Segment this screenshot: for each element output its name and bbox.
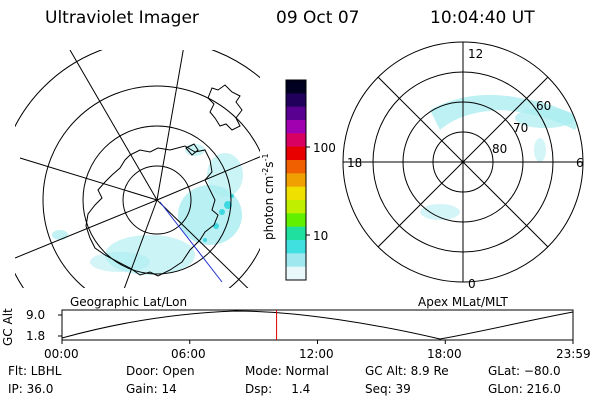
colorbar-unit-s: s bbox=[262, 161, 276, 168]
island-coastline bbox=[185, 143, 199, 156]
colorbar-unit-text: photon cm bbox=[262, 175, 276, 240]
mlat-label-60: 60 bbox=[536, 99, 552, 113]
colorbar-segment bbox=[286, 146, 306, 161]
south-america-coastline bbox=[207, 84, 243, 131]
dsp-info: Dsp: 1.4 bbox=[245, 382, 311, 396]
colorbar-segment bbox=[286, 213, 306, 228]
colorbar-unit-exp1: -2 bbox=[261, 167, 270, 176]
antarctica-coastline bbox=[85, 145, 219, 277]
colorbar-gradient bbox=[286, 80, 306, 281]
colorbar-segment bbox=[286, 253, 306, 268]
colorbar-segment bbox=[286, 200, 306, 214]
aurora-bright-left bbox=[203, 194, 234, 242]
mlat-label-80: 80 bbox=[492, 142, 508, 156]
altitude-x-tick-0600: 06:00 bbox=[171, 347, 206, 361]
altitude-x-tick-1200: 12:00 bbox=[299, 347, 334, 361]
colorbar-unit-label: photon cm-2s-1 bbox=[261, 153, 276, 240]
colorbar-segment bbox=[286, 93, 306, 108]
altitude-plot bbox=[58, 309, 574, 344]
altitude-y-tick-low: 1.8 bbox=[26, 329, 46, 343]
colorbar-frame bbox=[285, 79, 307, 281]
altitude-curve bbox=[61, 310, 574, 340]
gain-info: Gain: 14 bbox=[126, 382, 177, 396]
seq-info: Seq: 39 bbox=[365, 382, 411, 396]
magnetic-polar-plot bbox=[342, 41, 584, 283]
instrument-title: Ultraviolet Imager bbox=[45, 8, 199, 28]
colorbar bbox=[285, 79, 310, 281]
mlt-label-18: 18 bbox=[347, 156, 363, 170]
ip-info: IP: 36.0 bbox=[8, 382, 54, 396]
geographic-panel-label: Geographic Lat/Lon bbox=[70, 295, 188, 309]
gc-alt-info: GC Alt: 8.9 Re bbox=[365, 364, 449, 378]
glat-info: GLat: −80.0 bbox=[488, 364, 561, 378]
colorbar-segment bbox=[286, 120, 306, 134]
colorbar-label-10: 10 bbox=[313, 229, 329, 243]
colorbar-segment bbox=[286, 173, 306, 188]
mode-info: Mode: Normal bbox=[245, 364, 329, 378]
altitude-x-tick-1800: 18:00 bbox=[427, 347, 462, 361]
mlt-label-6: 6 bbox=[576, 156, 584, 170]
time-label: 10:04:40 UT bbox=[430, 8, 535, 28]
colorbar-segment bbox=[286, 266, 306, 281]
altitude-y-label: GC Alt bbox=[1, 308, 15, 346]
glon-info: GLon: 216.0 bbox=[488, 382, 561, 396]
geographic-map bbox=[15, 50, 260, 288]
colorbar-segment bbox=[286, 240, 306, 254]
magnetic-panel-label: Apex MLat/MLT bbox=[418, 295, 508, 309]
filter-info: Flt: LBHL bbox=[8, 364, 62, 378]
latitude-circles bbox=[15, 50, 260, 288]
orbit-track bbox=[159, 201, 223, 283]
altitude-y-tick-high: 9.0 bbox=[26, 308, 46, 322]
altitude-x-ticks bbox=[61, 340, 574, 344]
altitude-x-tick-2359: 23:59 bbox=[556, 347, 591, 361]
aurora-emission-right bbox=[420, 94, 580, 220]
colorbar-label-100: 100 bbox=[313, 141, 336, 155]
door-info: Door: Open bbox=[126, 364, 195, 378]
meridians bbox=[15, 50, 260, 288]
mlt-label-0: 0 bbox=[468, 277, 476, 291]
colorbar-segment bbox=[286, 186, 306, 201]
mlat-label-70: 70 bbox=[513, 121, 529, 135]
mlt-label-12: 12 bbox=[468, 47, 484, 61]
colorbar-segment bbox=[286, 226, 306, 241]
colorbar-unit-exp2: -1 bbox=[261, 153, 270, 162]
aurora-emission-left bbox=[52, 144, 243, 275]
date-label: 09 Oct 07 bbox=[276, 8, 360, 28]
colorbar-segment bbox=[286, 80, 306, 94]
altitude-x-tick-0000: 00:00 bbox=[44, 347, 79, 361]
colorbar-segment bbox=[286, 106, 306, 121]
colorbar-segment bbox=[286, 133, 306, 148]
colorbar-segment bbox=[286, 160, 306, 174]
